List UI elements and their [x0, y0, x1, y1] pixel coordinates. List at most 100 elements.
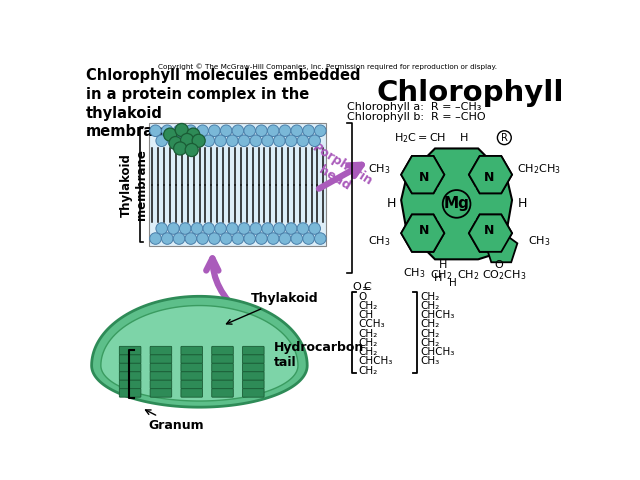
FancyBboxPatch shape — [243, 363, 264, 372]
Circle shape — [262, 223, 273, 234]
FancyBboxPatch shape — [181, 389, 202, 397]
Polygon shape — [401, 156, 444, 193]
Text: CH$_3$: CH$_3$ — [403, 266, 426, 280]
FancyBboxPatch shape — [181, 372, 202, 380]
Text: O: O — [495, 261, 503, 271]
Text: H: H — [387, 197, 396, 210]
Circle shape — [227, 223, 238, 234]
FancyBboxPatch shape — [181, 363, 202, 372]
Circle shape — [173, 233, 185, 244]
FancyBboxPatch shape — [119, 380, 141, 389]
Circle shape — [203, 135, 214, 146]
Circle shape — [268, 125, 279, 136]
Polygon shape — [469, 215, 512, 252]
Text: CH₂: CH₂ — [420, 319, 440, 329]
Text: CHCH₃: CHCH₃ — [420, 310, 455, 320]
Circle shape — [232, 125, 244, 136]
Circle shape — [164, 128, 177, 141]
Text: CH₂: CH₂ — [420, 338, 440, 348]
Circle shape — [220, 233, 232, 244]
Text: CH$_3$: CH$_3$ — [528, 234, 550, 248]
Circle shape — [250, 223, 262, 234]
Circle shape — [314, 233, 326, 244]
Text: CH$_3$: CH$_3$ — [369, 234, 391, 248]
Circle shape — [197, 233, 209, 244]
FancyBboxPatch shape — [119, 389, 141, 397]
Circle shape — [185, 144, 198, 156]
Text: H: H — [438, 261, 447, 271]
FancyBboxPatch shape — [150, 372, 172, 380]
FancyBboxPatch shape — [150, 389, 172, 397]
Polygon shape — [469, 156, 512, 193]
FancyBboxPatch shape — [150, 355, 172, 363]
Text: $=$: $=$ — [359, 282, 371, 292]
Text: N: N — [484, 171, 494, 184]
Circle shape — [209, 233, 220, 244]
Text: O: O — [359, 292, 367, 302]
Text: CH₃: CH₃ — [420, 356, 440, 366]
FancyBboxPatch shape — [150, 347, 172, 355]
Circle shape — [175, 123, 188, 136]
Circle shape — [185, 125, 196, 136]
Text: CH₂: CH₂ — [359, 329, 378, 339]
Circle shape — [244, 125, 255, 136]
Text: CH$_2$: CH$_2$ — [457, 269, 479, 282]
Circle shape — [279, 233, 291, 244]
Circle shape — [209, 125, 220, 136]
Polygon shape — [401, 215, 444, 252]
Text: CH₂: CH₂ — [420, 301, 440, 311]
FancyBboxPatch shape — [181, 355, 202, 363]
Text: CH₂: CH₂ — [420, 292, 440, 302]
Text: C: C — [364, 282, 371, 292]
FancyBboxPatch shape — [212, 363, 234, 372]
Circle shape — [303, 233, 314, 244]
Text: Porphyrin
head: Porphyrin head — [302, 142, 375, 202]
Circle shape — [227, 135, 238, 146]
Polygon shape — [101, 306, 298, 401]
Text: H$_2$C$=$CH: H$_2$C$=$CH — [394, 131, 445, 144]
Circle shape — [215, 223, 227, 234]
Polygon shape — [469, 156, 512, 193]
Circle shape — [192, 134, 205, 147]
FancyBboxPatch shape — [212, 389, 234, 397]
Circle shape — [268, 233, 279, 244]
Circle shape — [255, 125, 268, 136]
Text: H: H — [449, 278, 456, 288]
Text: CH₂: CH₂ — [359, 347, 378, 357]
FancyBboxPatch shape — [119, 372, 141, 380]
Circle shape — [197, 125, 209, 136]
Circle shape — [150, 125, 161, 136]
Circle shape — [187, 128, 200, 141]
Circle shape — [161, 125, 173, 136]
Text: CO$_2$CH$_3$: CO$_2$CH$_3$ — [482, 269, 527, 282]
Circle shape — [279, 125, 291, 136]
Circle shape — [274, 223, 285, 234]
Circle shape — [497, 131, 511, 144]
Circle shape — [150, 233, 161, 244]
Text: CHCH₃: CHCH₃ — [359, 356, 393, 366]
Circle shape — [255, 233, 268, 244]
Circle shape — [179, 135, 191, 146]
Circle shape — [309, 135, 321, 146]
Circle shape — [169, 136, 182, 150]
Circle shape — [168, 223, 179, 234]
FancyBboxPatch shape — [243, 347, 264, 355]
Text: Mg: Mg — [444, 196, 470, 211]
Circle shape — [173, 142, 187, 155]
Text: H: H — [517, 197, 527, 210]
Circle shape — [291, 125, 303, 136]
Circle shape — [191, 135, 203, 146]
Circle shape — [156, 135, 168, 146]
Circle shape — [215, 135, 227, 146]
FancyBboxPatch shape — [243, 355, 264, 363]
Circle shape — [203, 223, 214, 234]
Polygon shape — [437, 187, 476, 221]
Circle shape — [238, 223, 250, 234]
FancyBboxPatch shape — [119, 355, 141, 363]
Text: Granum: Granum — [145, 410, 204, 432]
Circle shape — [297, 135, 308, 146]
Circle shape — [303, 125, 314, 136]
Text: CH₂: CH₂ — [359, 366, 378, 375]
Text: N: N — [419, 224, 429, 237]
Text: CH: CH — [359, 310, 374, 320]
